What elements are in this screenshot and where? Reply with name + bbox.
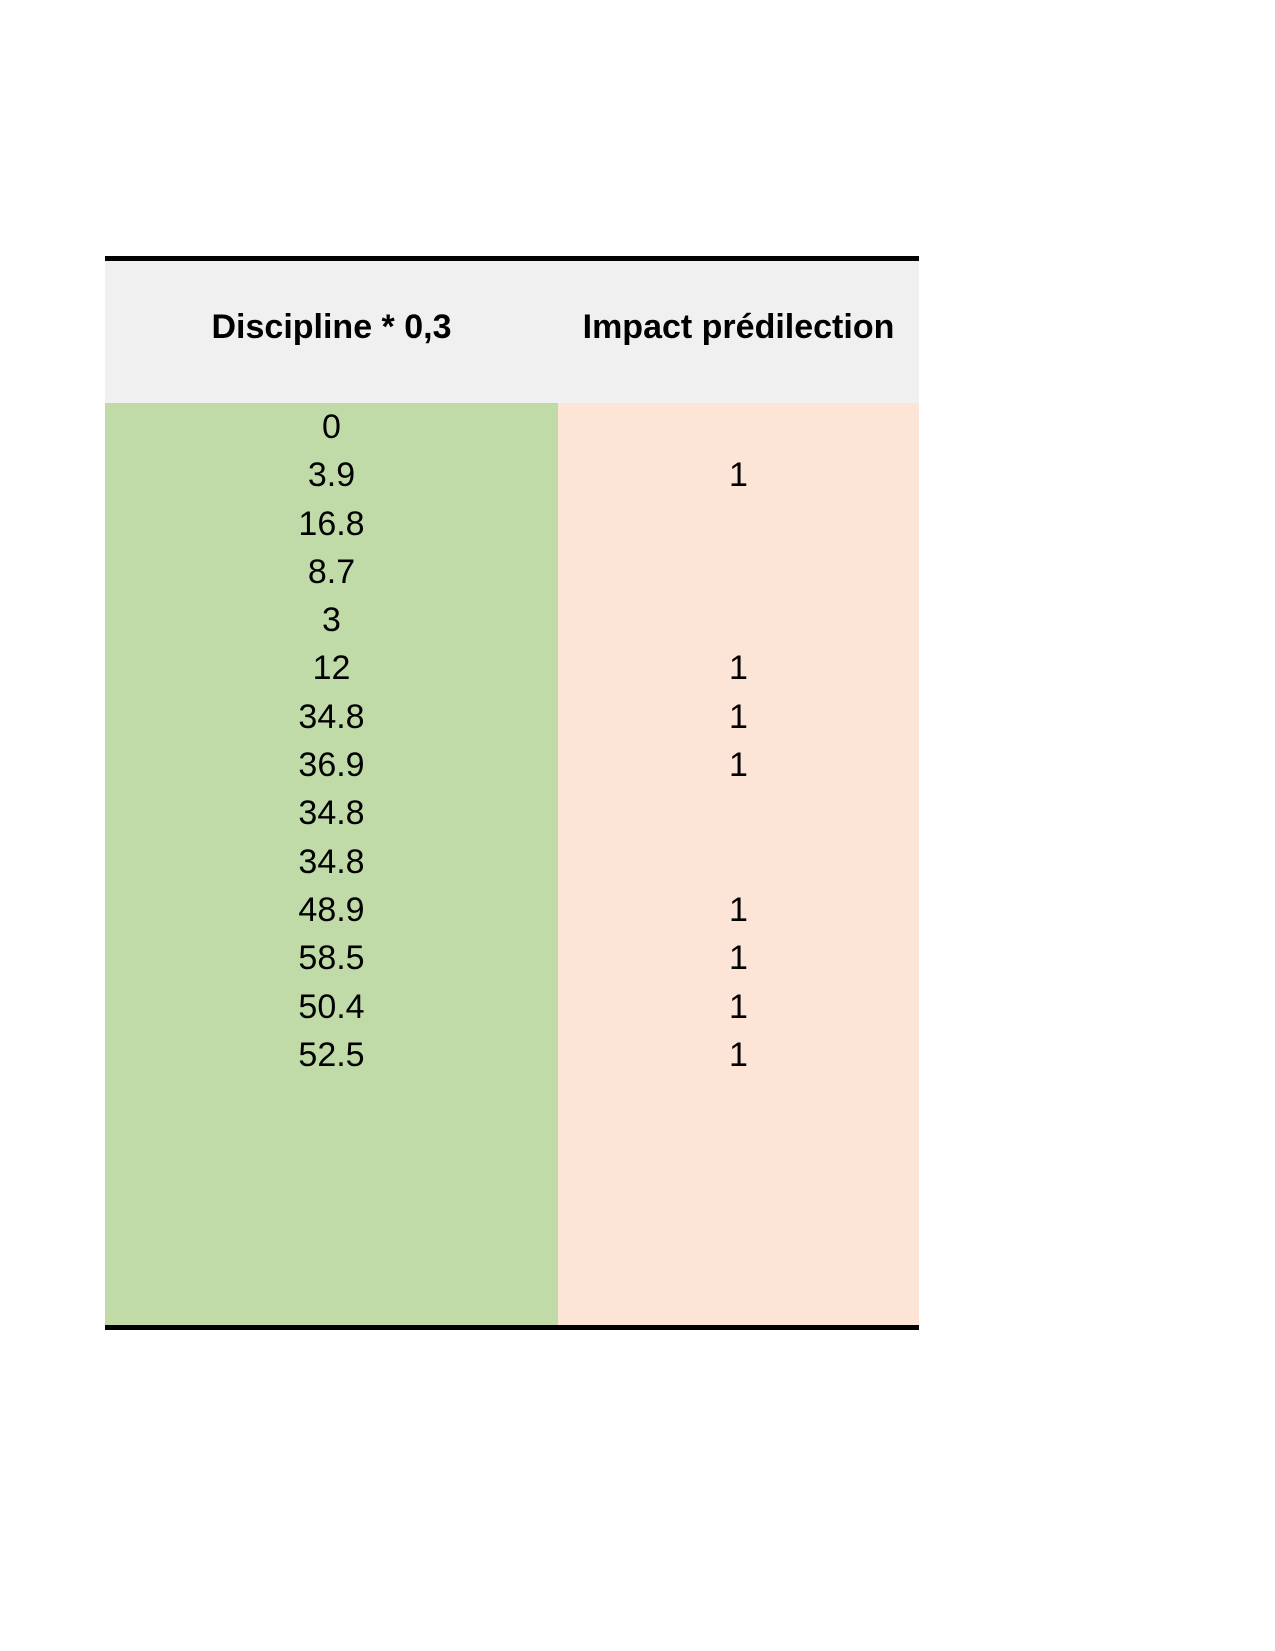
- discipline-cell: 58.5: [298, 939, 365, 978]
- impact-cell: [558, 403, 919, 451]
- discipline-cell: 34.8: [298, 842, 365, 881]
- impact-cell: 1: [729, 987, 748, 1026]
- impact-cell: 1: [729, 939, 748, 978]
- column-header-impact: Impact prédilection: [582, 307, 895, 346]
- table-bottom-border: [105, 1325, 919, 1330]
- impact-cell: 1: [729, 697, 748, 736]
- discipline-cell: 34.8: [298, 794, 365, 833]
- discipline-cell: 0: [322, 408, 341, 446]
- column-header-discipline: Discipline * 0,3: [211, 307, 452, 346]
- table-top-border: [105, 256, 919, 261]
- discipline-cell: 3.9: [307, 456, 356, 495]
- discipline-cell: 12: [312, 649, 351, 688]
- impact-cell: 1: [729, 890, 748, 929]
- impact-column: 1 1 1 1 1 1 1 1: [558, 403, 919, 1325]
- impact-cell: [558, 500, 919, 548]
- discipline-cell: 50.4: [298, 987, 365, 1026]
- discipline-cell: 34.8: [298, 697, 365, 736]
- impact-cell: [558, 596, 919, 644]
- discipline-column: 0 3.9 16.8 8.7 3 12 34.8 36.9 34.8 34.8 48.9 58.5 50…: [105, 403, 558, 1325]
- impact-cell: [558, 548, 919, 596]
- table-header-row: Discipline * 0,3 Impact prédilection: [105, 261, 919, 403]
- discipline-cell: 16.8: [298, 504, 365, 543]
- impact-cell: 1: [729, 1035, 748, 1074]
- discipline-cell: 48.9: [298, 890, 365, 929]
- discipline-cell: 36.9: [298, 746, 365, 785]
- discipline-cell: 3: [322, 601, 341, 640]
- impact-cell: [558, 838, 919, 886]
- impact-cell: 1: [729, 746, 748, 785]
- impact-cell: 1: [729, 456, 748, 495]
- discipline-cell: 52.5: [298, 1035, 365, 1074]
- table-body: 0 3.9 16.8 8.7 3 12 34.8 36.9 34.8 34.8 48.9 58.5 50…: [105, 403, 919, 1325]
- discipline-cell: 8.7: [307, 552, 356, 591]
- data-table: Discipline * 0,3 Impact prédilection 0 3.…: [105, 256, 919, 1330]
- impact-cell: 1: [729, 649, 748, 688]
- impact-cell: [558, 789, 919, 837]
